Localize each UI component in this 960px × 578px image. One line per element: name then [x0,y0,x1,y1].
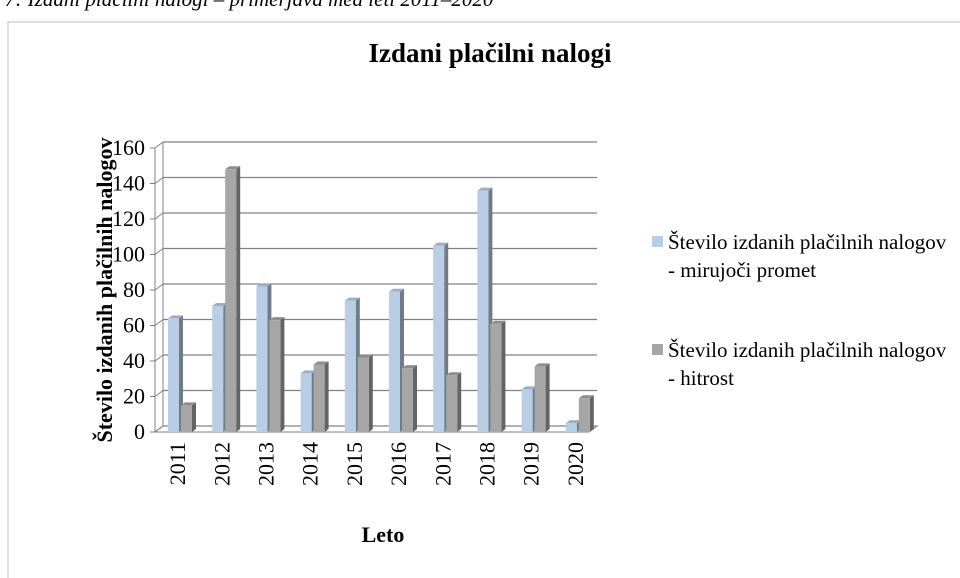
bar-top [313,361,329,365]
bar [344,300,356,432]
bar-top [477,187,493,191]
grid-line [154,177,164,184]
bar-top [402,365,417,369]
bar-side [192,402,196,432]
bar-top [168,315,183,319]
bar [357,357,369,432]
bar [402,368,413,432]
y-tick-label: 120 [112,206,145,231]
bar-top [446,372,462,376]
x-tick-label: 2012 [209,442,234,486]
legend-item: Število izdanih plačilnih nalogov - hitr… [652,336,958,392]
bar-top [225,166,241,170]
y-tick-label: 100 [112,242,145,267]
grid-line [154,390,164,397]
chart-title: Izdani plačilni nalogi [368,38,612,68]
bar [521,389,533,432]
bar-top [433,242,449,246]
x-tick-label: 2014 [298,442,323,486]
y-tick-label: 20 [123,384,145,409]
bar-top [521,386,537,390]
bar [181,405,192,432]
bar-side [501,320,506,432]
grid-line [154,319,164,326]
bar [256,286,268,432]
bar [389,291,400,432]
bar [490,323,502,432]
bar [269,320,281,432]
y-tick-label: 40 [123,348,145,373]
x-tick-label: 2020 [563,442,588,486]
y-tick-label: 80 [123,277,145,302]
y-tick-label: 160 [112,135,145,160]
y-tick-label: 60 [123,313,145,338]
bar-top [389,288,404,292]
bar-top [490,320,506,324]
legend-label: Število izdanih plačilnih nalogov - hitr… [668,338,947,390]
grid-line [154,141,164,149]
bar-side [324,361,329,432]
grid-line [154,283,164,291]
x-tick-label: 2019 [519,442,544,486]
bar [578,398,590,432]
legend-swatch [652,236,663,247]
bar-side [236,166,241,433]
bar [446,375,458,432]
x-tick-label: 2011 [165,442,190,485]
bar [477,190,489,432]
y-tick-label: 140 [112,171,145,196]
bar-side [457,372,462,432]
bar [565,423,577,432]
bar-top [578,395,594,399]
bar-top [357,354,373,358]
caption: Graf 7: Izdani plačilni nalogi – primerj… [0,0,494,11]
x-tick-label: 2017 [430,442,455,486]
grid-line [154,212,164,220]
bar-top [565,420,581,424]
bar-side [368,354,373,432]
bar [313,364,325,432]
x-tick-label: 2016 [386,442,411,486]
y-axis-label: Število izdanih plačilnih nalogov [92,137,117,442]
bar-side [589,395,594,432]
bar [212,305,224,432]
x-tick-label: 2018 [475,442,500,486]
bar [534,366,546,432]
legend-label: Število izdanih plačilnih nalogov - miru… [668,230,947,282]
legend-swatch [652,344,663,355]
floor [153,425,599,433]
bar-side [280,317,285,432]
bar-top [300,370,316,374]
bar [225,169,237,433]
grid-line [154,248,164,255]
bar-side [413,365,417,432]
bar [300,373,312,432]
x-tick-label: 2015 [342,442,367,486]
bar [433,245,445,432]
x-axis-label: Leto [362,522,405,547]
bar [168,318,179,432]
bar-top [181,402,196,406]
grid-line [154,354,164,362]
bar-top [256,283,272,287]
legend-item: Število izdanih plačilnih nalogov - miru… [652,228,958,284]
bar-top [534,363,550,367]
bar-top [212,302,228,306]
x-tick-label: 2013 [254,442,279,486]
bar-side [179,315,183,432]
bar-top [344,297,360,301]
bar-top [269,317,285,321]
y-tick-label: 0 [134,419,145,444]
bar-side [545,363,550,432]
